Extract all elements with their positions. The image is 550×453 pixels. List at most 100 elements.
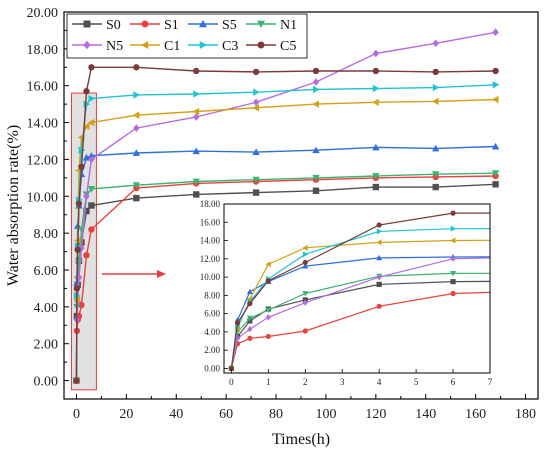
data-point-N1	[132, 182, 141, 189]
data-point-N5	[75, 273, 83, 282]
inset-data-point-C5	[247, 300, 253, 307]
legend-label-N1: N1	[280, 18, 297, 33]
data-point-C1	[87, 118, 95, 127]
data-point-N5	[492, 28, 499, 37]
inset-data-point-N1	[302, 291, 309, 297]
data-point-C5	[252, 68, 260, 76]
data-point-N5	[252, 98, 260, 107]
data-point-C3	[78, 146, 86, 154]
x-tick-label: 120	[365, 407, 386, 422]
inset-data-point-S0	[376, 281, 382, 287]
y-tick-label: 8.00	[34, 227, 59, 242]
data-point-C5	[75, 200, 83, 207]
inset-data-point-S5	[246, 288, 253, 295]
data-point-S5	[252, 148, 260, 156]
y-tick-label: 16.00	[27, 80, 59, 95]
inset-y-tick-label: 8.00	[204, 290, 220, 300]
legend-marker	[140, 40, 149, 50]
inset-data-point-C5	[265, 278, 271, 284]
data-point-S0	[252, 189, 260, 196]
data-point-C5	[88, 64, 95, 71]
y-tick-label: 18.00	[27, 43, 59, 58]
data-point-S5	[312, 146, 320, 154]
data-point-S5	[82, 153, 91, 161]
y-axis-title: Water absorption rate(%)	[5, 125, 22, 286]
inset-data-point-C1	[450, 237, 456, 244]
legend: S0 S1 S5 N1 N5 C1 C3 C5	[66, 13, 308, 59]
data-point-C5	[73, 377, 80, 384]
y-tick-label: 6.00	[34, 264, 59, 279]
legend-label-C5: C5	[280, 39, 296, 54]
inset-data-point-C3	[450, 225, 457, 232]
data-point-C3	[88, 94, 96, 103]
data-point-C1	[432, 97, 439, 106]
y-tick-label: 4.00	[34, 301, 59, 316]
inset-data-point-C5	[228, 365, 234, 372]
inset-series	[228, 210, 491, 372]
data-point-C5	[83, 88, 90, 95]
inset-x-tick-label: 1	[266, 377, 271, 387]
inset-data-point-N1	[246, 315, 253, 322]
data-point-S5	[87, 152, 96, 159]
data-point-S0	[83, 207, 90, 215]
data-point-S0	[432, 183, 439, 191]
data-point-S5	[372, 143, 380, 151]
data-point-N5	[133, 124, 140, 132]
data-point-N5	[88, 155, 95, 164]
inset-data-point-C1	[376, 239, 382, 246]
data-point-C1	[252, 104, 260, 112]
data-point-S1	[88, 226, 95, 233]
inset-y-tick-label: 16.00	[200, 217, 221, 227]
inset-x-tick-label: 0	[229, 377, 234, 387]
data-point-C5	[372, 67, 380, 75]
inset-data-point-N5	[376, 273, 382, 281]
legend-marker	[199, 40, 208, 50]
inset-series-line-S5	[230, 256, 491, 369]
legend-marker	[257, 41, 265, 49]
inset-data-point-C3	[302, 251, 309, 258]
inset-y-tick-label: 4.00	[204, 327, 220, 337]
inset-data-point-S1	[302, 328, 308, 334]
x-tick-label: 0	[73, 407, 80, 422]
inset-data-point-S1	[247, 335, 253, 341]
data-point-S0	[372, 183, 380, 191]
inset-y-tick-label: 10.00	[200, 272, 221, 282]
inset-frame	[223, 203, 491, 374]
inset-data-point-N1	[450, 271, 457, 277]
x-tick-label: 20	[119, 407, 133, 422]
inset-data-point-C5	[234, 320, 241, 326]
y-tick-label: 10.00	[27, 190, 59, 205]
x-axis-title: Times(h)	[272, 431, 330, 448]
data-point-C1	[312, 100, 319, 108]
data-point-S5	[192, 147, 200, 155]
x-tick-label: 180	[515, 407, 536, 422]
data-point-S1	[83, 252, 90, 259]
data-point-S0	[312, 187, 320, 194]
data-point-S1	[78, 301, 85, 309]
legend-marker	[83, 40, 91, 50]
y-tick-label: 0.00	[34, 375, 59, 390]
data-point-C5	[432, 68, 439, 76]
inset-data-point-C1	[265, 261, 271, 268]
inset-x-tick-label: 6	[451, 377, 456, 387]
legend-label-S5: S5	[222, 18, 237, 33]
y-tick-label: 20.00	[27, 6, 59, 21]
data-point-N1	[372, 173, 380, 180]
inset-data-point-S1	[265, 333, 271, 340]
data-point-C1	[82, 122, 90, 130]
inset-data-point-S1	[450, 290, 456, 297]
inset-data-point-S5	[302, 263, 309, 269]
inset-data-point-S0	[450, 279, 456, 285]
inset-series-line-C5	[230, 212, 490, 369]
inset-y-tick-label: 6.00	[204, 309, 220, 319]
inset-y-tick-label: 2.00	[204, 345, 220, 355]
inset-data-point-N5	[247, 326, 253, 333]
data-point-S0	[193, 191, 200, 198]
data-point-S0	[133, 194, 140, 202]
data-point-C5	[73, 285, 81, 292]
main-series	[72, 28, 500, 385]
inset-x-tick-label: 5	[414, 377, 419, 387]
legend-box	[66, 13, 308, 59]
x-tick-label: 160	[465, 407, 486, 422]
data-point-N1	[87, 185, 96, 193]
